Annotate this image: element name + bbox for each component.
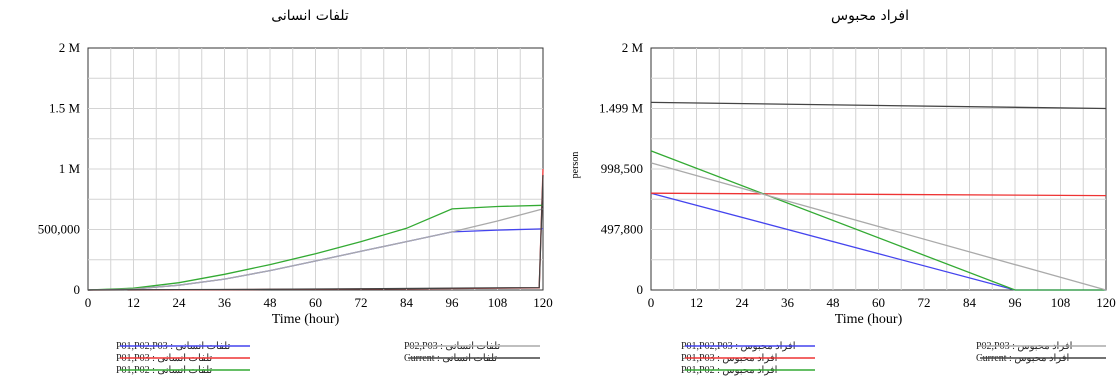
x-axis-label: Time (hour) xyxy=(272,312,340,327)
x-tick-label: 36 xyxy=(781,295,795,310)
chart-panel-1: تلفات انسانی 0 500,000 1 M 1.5 M 2 M 0 12 24 36 48… xyxy=(38,8,553,376)
y-tick-label: 500,000 xyxy=(38,222,80,237)
x-tick-label: 12 xyxy=(127,295,140,310)
x-tick-label: 72 xyxy=(355,295,368,310)
series-line-3 xyxy=(87,204,544,291)
x-tick-label: 24 xyxy=(736,295,750,310)
x-tick-label: 12 xyxy=(690,295,703,310)
series-line-2 xyxy=(650,192,1107,197)
x-tick-label: 60 xyxy=(872,295,885,310)
x-tick-label: 72 xyxy=(918,295,931,310)
series-line-5 xyxy=(87,175,544,291)
y-tick-label: 0 xyxy=(74,282,81,297)
x-tick-label: 0 xyxy=(648,295,655,310)
chart-title: افراد محبوس xyxy=(831,8,909,24)
y-tick-label: 0 xyxy=(637,282,644,297)
series-line-4 xyxy=(650,162,1107,291)
x-tick-label: 120 xyxy=(1096,295,1116,310)
chart-panel-2: افراد محبوس 0 497,800 998,500 1.499 M 2 M 0 12 2… xyxy=(570,8,1116,376)
x-tick-label: 0 xyxy=(85,295,92,310)
x-axis-label: Time (hour) xyxy=(835,312,903,327)
chart-title: تلفات انسانی xyxy=(271,8,349,24)
x-tick-label: 96 xyxy=(1009,295,1023,310)
y-tick-label: 2 M xyxy=(59,40,81,55)
y-tick-label: 497,800 xyxy=(601,222,643,237)
y-tick-label: 998,500 xyxy=(601,161,643,176)
y-tick-label: 2 M xyxy=(622,40,644,55)
x-tick-label: 24 xyxy=(173,295,187,310)
x-tick-label: 48 xyxy=(264,295,277,310)
x-tick-label: 96 xyxy=(446,295,460,310)
x-tick-label: 60 xyxy=(309,295,322,310)
series-line-5 xyxy=(650,101,1107,110)
x-tick-label: 108 xyxy=(488,295,508,310)
x-tick-label: 84 xyxy=(963,295,977,310)
y-tick-label: 1.5 M xyxy=(49,101,81,116)
series-line-4 xyxy=(87,208,544,291)
x-tick-label: 48 xyxy=(827,295,840,310)
y-axis-label: person xyxy=(570,152,581,179)
x-tick-label: 108 xyxy=(1051,295,1071,310)
y-tick-label: 1.499 M xyxy=(599,101,644,116)
y-tick-label: 1 M xyxy=(59,161,81,176)
x-tick-label: 120 xyxy=(533,295,553,310)
x-tick-label: 36 xyxy=(218,295,232,310)
x-tick-label: 84 xyxy=(400,295,414,310)
